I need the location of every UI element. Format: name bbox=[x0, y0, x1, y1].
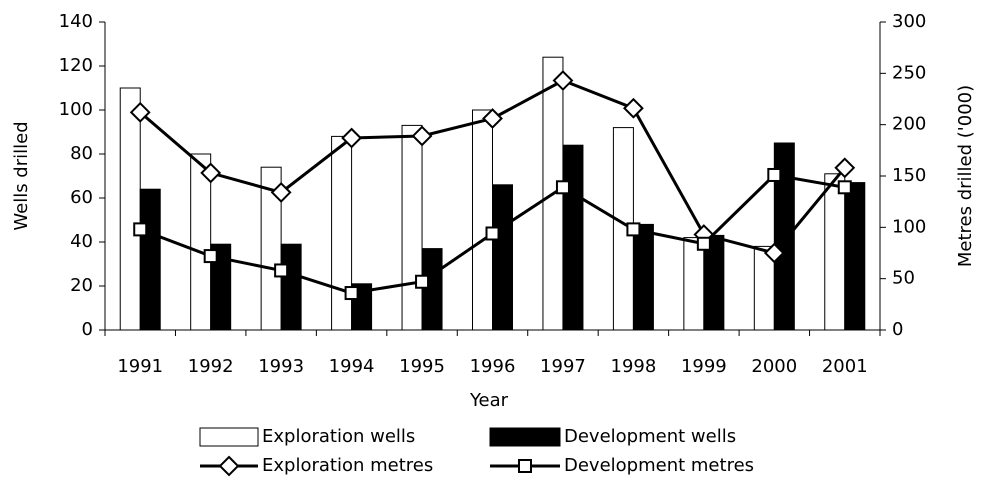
bar bbox=[331, 135, 353, 331]
legend-label: Exploration wells bbox=[262, 426, 415, 447]
marker bbox=[485, 226, 500, 241]
y-tick-label: 140 bbox=[59, 11, 93, 32]
marker bbox=[203, 249, 218, 264]
x-tick-label: 1991 bbox=[117, 356, 163, 377]
y2-tick-label: 0 bbox=[892, 319, 903, 340]
x-tick-label: 1999 bbox=[681, 356, 727, 377]
marker bbox=[834, 157, 856, 179]
legend-label: Exploration metres bbox=[262, 455, 433, 476]
marker bbox=[622, 97, 644, 119]
marker bbox=[626, 222, 641, 237]
marker bbox=[133, 222, 148, 237]
marker bbox=[555, 180, 570, 195]
y-tick-label: 20 bbox=[70, 275, 93, 296]
marker bbox=[200, 162, 222, 184]
x-tick-label: 1993 bbox=[258, 356, 304, 377]
x-tick-label: 1992 bbox=[188, 356, 234, 377]
marker bbox=[129, 101, 151, 123]
bar bbox=[421, 248, 443, 331]
legend-swatch bbox=[489, 427, 561, 447]
y2-tick-label: 200 bbox=[892, 114, 926, 135]
bar bbox=[190, 153, 212, 331]
x-tick-label: 1997 bbox=[540, 356, 586, 377]
bar bbox=[683, 237, 705, 331]
marker bbox=[767, 167, 782, 182]
marker bbox=[270, 182, 292, 203]
marker bbox=[763, 242, 785, 264]
y-axis-label: Wells drilled bbox=[11, 121, 32, 230]
marker bbox=[411, 125, 433, 147]
bar bbox=[492, 184, 513, 331]
legend-label: Development metres bbox=[564, 455, 754, 476]
x-tick-label: 1996 bbox=[470, 356, 516, 377]
x-axis-label: Year bbox=[469, 390, 509, 411]
marker bbox=[341, 127, 363, 149]
x-tick-label: 1994 bbox=[329, 356, 375, 377]
legend-swatch bbox=[199, 427, 259, 447]
x-tick-label: 1995 bbox=[399, 356, 445, 377]
y-tick-label: 60 bbox=[70, 187, 93, 208]
bar bbox=[562, 144, 584, 331]
y-tick-label: 120 bbox=[59, 55, 93, 76]
x-tick-label: 2000 bbox=[751, 356, 797, 377]
y-tick-label: 80 bbox=[70, 143, 93, 164]
bar bbox=[472, 109, 493, 331]
legend-marker bbox=[218, 455, 240, 477]
legend-label: Development wells bbox=[564, 426, 736, 447]
marker bbox=[415, 274, 430, 289]
marker bbox=[344, 286, 359, 301]
marker bbox=[552, 70, 574, 91]
marker bbox=[274, 263, 289, 278]
y-tick-label: 40 bbox=[70, 231, 93, 252]
marker bbox=[482, 108, 503, 129]
y2-tick-label: 50 bbox=[892, 268, 915, 289]
bar bbox=[401, 124, 423, 331]
bar bbox=[280, 243, 302, 331]
bar bbox=[844, 182, 866, 331]
y2-axis-label: Metres drilled ('000) bbox=[955, 85, 976, 267]
legend-marker bbox=[518, 459, 532, 473]
y2-tick-label: 100 bbox=[892, 216, 926, 237]
bar bbox=[632, 223, 654, 331]
y2-tick-label: 250 bbox=[892, 62, 926, 83]
bar bbox=[119, 87, 141, 331]
bar bbox=[824, 173, 846, 331]
marker bbox=[696, 236, 711, 251]
bar bbox=[139, 188, 161, 331]
x-tick-label: 1998 bbox=[611, 356, 657, 377]
marker bbox=[837, 180, 852, 195]
x-tick-label: 2001 bbox=[822, 356, 868, 377]
y2-tick-label: 300 bbox=[892, 11, 926, 32]
y-tick-label: 0 bbox=[82, 319, 93, 340]
y-tick-label: 100 bbox=[59, 99, 93, 120]
y2-tick-label: 150 bbox=[892, 165, 926, 186]
